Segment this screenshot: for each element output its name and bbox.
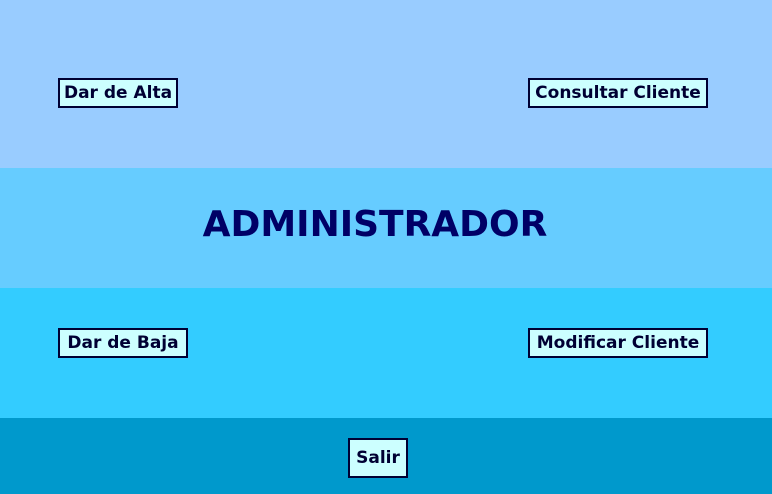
salir-button[interactable]: Salir [348,438,408,478]
dar-de-baja-button[interactable]: Dar de Baja [58,328,188,358]
modificar-cliente-button[interactable]: Modificar Cliente [528,328,708,358]
title-band [0,168,772,288]
page-title: ADMINISTRADOR [202,204,548,245]
consultar-cliente-button[interactable]: Consultar Cliente [528,78,708,108]
dar-de-alta-button[interactable]: Dar de Alta [58,78,178,108]
